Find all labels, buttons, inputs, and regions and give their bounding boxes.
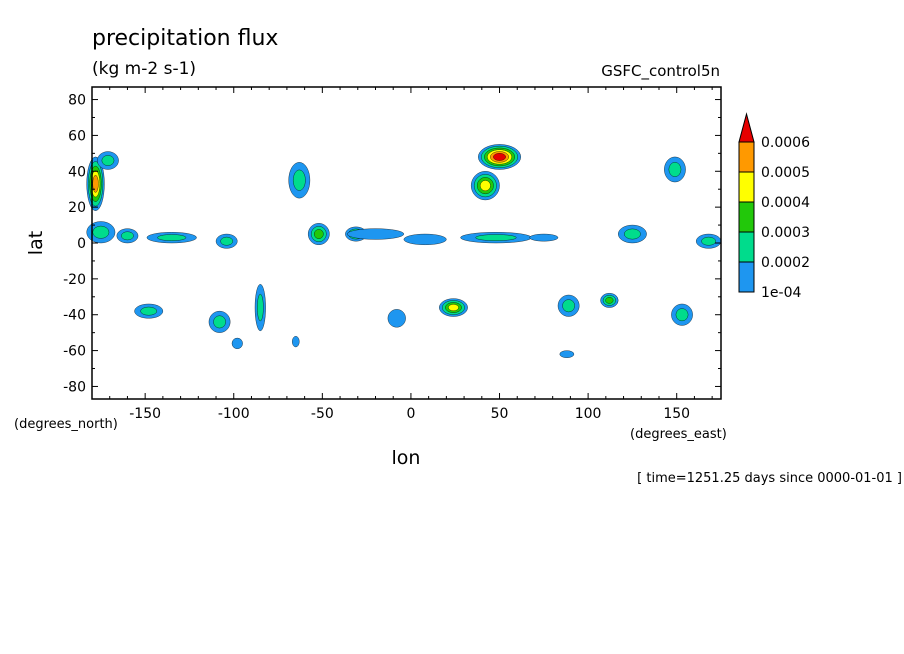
colorbar-swatch: [738, 171, 755, 203]
contour-feature: [664, 156, 686, 183]
x-tick-label: -50: [311, 406, 334, 422]
colorbar-label: 0.0005: [761, 165, 810, 181]
contour-feature: [97, 151, 119, 170]
x-axis: -150 -100 -50 0 50 100 150: [91, 87, 713, 422]
contour-feature: [134, 303, 164, 319]
contour-level-2: [213, 315, 226, 329]
contour-level-2: [562, 299, 575, 313]
colorbar-label: 1e-04: [761, 285, 801, 301]
contour-feature: [307, 223, 330, 245]
contour-level-2: [293, 169, 306, 191]
contour-level-2: [624, 228, 641, 240]
contour-feature: [116, 228, 139, 244]
contour-feature: [460, 232, 532, 244]
y-tick-label: 80: [68, 93, 86, 109]
contour-level-2: [220, 236, 233, 246]
chart-title: precipitation flux: [92, 26, 278, 51]
colorbar-label: 0.0003: [761, 225, 810, 241]
contour-level-2: [157, 234, 187, 241]
colorbar-swatch: [738, 201, 755, 233]
y-tick-label: -40: [63, 308, 86, 324]
y-tick-label: -60: [63, 344, 86, 360]
colorbar-label: 0.0002: [761, 255, 810, 271]
contour-level-4: [480, 180, 491, 191]
contour-level-1: [403, 233, 447, 245]
contour-feature: [292, 336, 300, 348]
y-axis-label: lat: [25, 231, 47, 255]
contour-level-1: [231, 337, 243, 349]
plot-frame: [91, 86, 722, 400]
chart-subtitle: (kg m-2 s-1): [92, 59, 196, 79]
y-tick-label: 40: [68, 164, 86, 180]
contour-level-3: [605, 297, 614, 304]
contour-feature: [86, 221, 116, 244]
contour-level-1: [346, 228, 405, 240]
contour-feature: [478, 144, 521, 170]
contour-feature: [559, 350, 575, 358]
contour-level-6: [493, 153, 506, 161]
contour-feature: [529, 233, 559, 242]
contour-level-2: [668, 162, 682, 177]
x-tick-label: 100: [575, 406, 602, 422]
y-tick-label: 60: [68, 128, 86, 144]
x-tick-label: -100: [218, 406, 250, 422]
contour-feature: [671, 303, 693, 326]
contour-feature: [231, 337, 243, 349]
colorbar-swatch: [738, 141, 755, 173]
colorbar-swatch-top: [738, 112, 755, 143]
dataset-label: GSFC_control5n: [601, 62, 720, 81]
y-tick-label: -20: [63, 272, 86, 288]
contour-level-2: [701, 236, 716, 246]
y-tick-label: 20: [68, 200, 86, 216]
x-tick-label: -150: [129, 406, 161, 422]
colorbar-label: 0.0004: [761, 195, 810, 211]
x-tick-label: 150: [663, 406, 690, 422]
contour-feature: [600, 293, 619, 308]
contour-regions: [86, 144, 722, 358]
colorbar-swatch: [738, 231, 755, 263]
contour-level-2: [140, 306, 158, 316]
x-axis-label: lon: [392, 447, 421, 469]
contour-level-2: [92, 225, 110, 239]
contour-level-3: [314, 229, 324, 239]
contour-feature: [254, 284, 266, 332]
contour-feature: [439, 298, 468, 317]
colorbar-label: 0.0006: [761, 135, 810, 151]
contour-feature: [696, 233, 722, 249]
contour-level-4: [448, 304, 459, 311]
contour-level-2: [121, 231, 134, 241]
y-tick-label: -80: [63, 379, 86, 395]
contour-feature: [470, 171, 500, 201]
contour-level-2: [257, 293, 264, 322]
contour-level-2: [475, 234, 517, 241]
contour-level-1: [529, 233, 559, 242]
colorbar-legend: 0.0006 0.0005 0.0004 0.0003 0.0002 1e-04: [738, 112, 810, 301]
contour-feature: [215, 233, 238, 249]
contour-feature: [387, 309, 406, 328]
x-tick-label: 50: [491, 406, 509, 422]
contour-feature: [557, 294, 580, 317]
x-tick-label: 0: [406, 406, 415, 422]
y-axis-units: (degrees_north): [14, 417, 118, 432]
y-axis: 80 60 40 20 0 -20 -40 -60 -80: [63, 93, 721, 395]
contour-feature: [288, 162, 311, 199]
colorbar-swatch: [738, 261, 755, 293]
y-tick-label: 0: [77, 236, 86, 252]
contour-level-2: [101, 155, 115, 166]
contour-feature: [618, 224, 647, 244]
contour-feature: [403, 233, 447, 245]
contour-level-1: [292, 336, 300, 348]
contour-level-1: [387, 309, 406, 328]
time-caption: [ time=1251.25 days since 0000-01-01 ]: [637, 471, 902, 486]
contour-level-2: [675, 308, 689, 322]
contour-feature: [146, 232, 197, 244]
contour-feature: [208, 310, 231, 333]
contour-level-1: [559, 350, 575, 358]
contour-level-5: [92, 175, 99, 193]
x-axis-units: (degrees_east): [630, 427, 727, 442]
contour-feature: [346, 228, 405, 240]
